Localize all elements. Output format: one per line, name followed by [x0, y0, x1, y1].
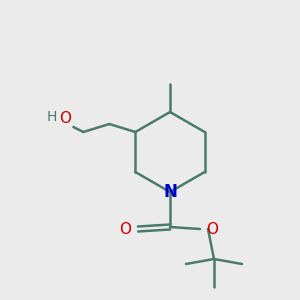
- Text: O: O: [206, 221, 218, 236]
- Text: H: H: [47, 110, 57, 124]
- Text: O: O: [59, 111, 71, 126]
- Text: N: N: [163, 183, 177, 201]
- Text: O: O: [119, 221, 131, 236]
